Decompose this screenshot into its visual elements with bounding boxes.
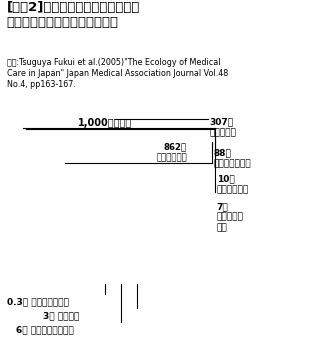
Text: 10人
急患室を受診: 10人 急患室を受診 <box>217 175 249 194</box>
Text: 3人 在宅医療: 3人 在宅医療 <box>43 311 79 320</box>
Text: 307人
医師を受診: 307人 医師を受診 <box>209 118 236 137</box>
Text: 88人
病院外来を受診: 88人 病院外来を受診 <box>214 149 251 168</box>
Text: [図表2]日本人の一般住民における
健康問題の発生頻度と対処行動: [図表2]日本人の一般住民における 健康問題の発生頻度と対処行動 <box>7 1 140 29</box>
Text: 0.3人 大学病院に入院: 0.3人 大学病院に入院 <box>7 298 68 307</box>
Text: 862人
何らかの異常: 862人 何らかの異常 <box>156 143 187 162</box>
Text: 出典:Tsuguya Fukui et al.(2005)"The Ecology of Medical
Care in Japan" Japan Medica: 出典:Tsuguya Fukui et al.(2005)"The Ecolog… <box>7 57 228 90</box>
Text: 7人
一般病院に
入院: 7人 一般病院に 入院 <box>217 202 244 232</box>
Text: 1,000人対象者: 1,000人対象者 <box>77 118 132 128</box>
Text: 6人 大学病院外来受診: 6人 大学病院外来受診 <box>16 325 74 334</box>
